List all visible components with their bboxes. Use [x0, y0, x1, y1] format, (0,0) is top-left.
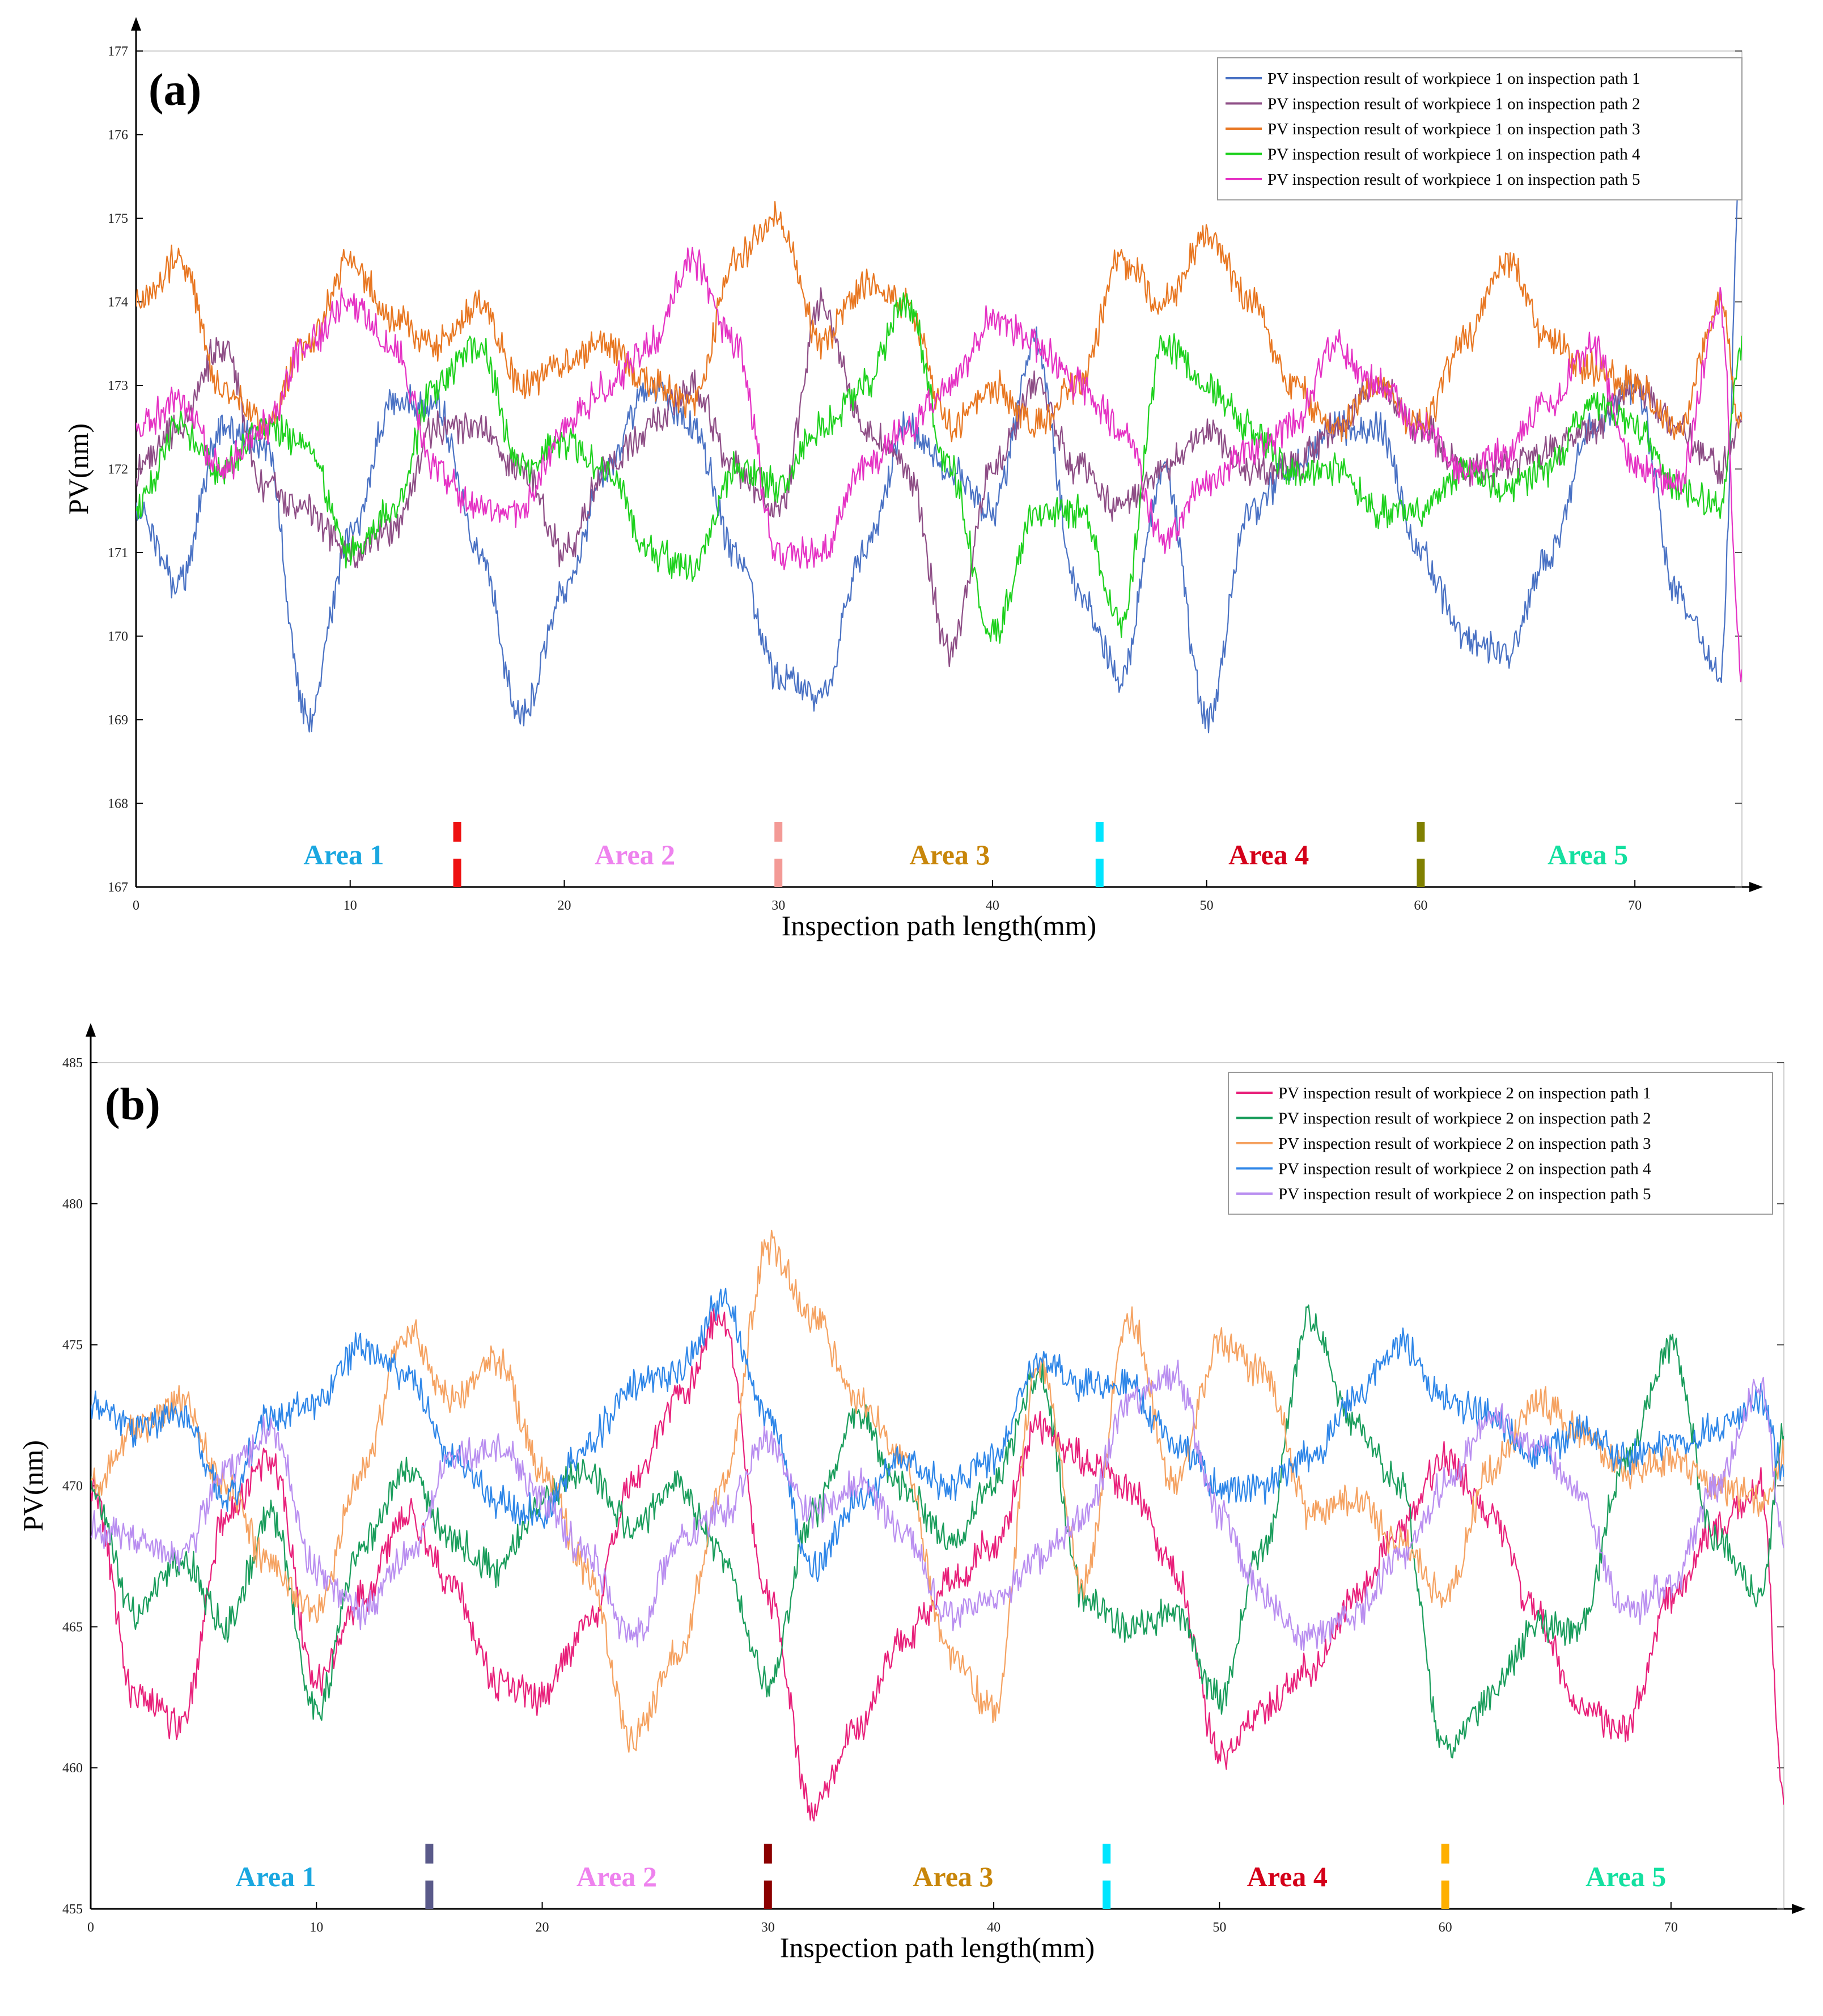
boundary-marker-2-upper: [764, 1844, 772, 1864]
y-tick-label: 168: [108, 797, 128, 812]
legend-entry-1: PV inspection result of workpiece 2 on i…: [1278, 1084, 1651, 1102]
x-tick-label: 0: [87, 1920, 94, 1935]
x-tick-label: 40: [987, 1920, 1000, 1935]
boundary-marker-1-upper: [453, 822, 461, 842]
boundary-marker-2-lower: [764, 1881, 772, 1909]
x-tick-label: 60: [1414, 898, 1427, 913]
area-label-2: Area 2: [576, 1861, 657, 1892]
x-axis-label: Inspection path length(mm): [782, 910, 1096, 941]
area-label-5: Area 5: [1548, 839, 1628, 871]
legend-entry-4: PV inspection result of workpiece 2 on i…: [1278, 1160, 1651, 1178]
x-tick-label: 60: [1439, 1920, 1452, 1935]
series-group: [136, 129, 1742, 733]
boundary-marker-4-lower: [1417, 859, 1425, 887]
x-axis-arrow: [1792, 1904, 1805, 1914]
legend: PV inspection result of workpiece 1 on i…: [1217, 57, 1743, 201]
y-tick-label: 475: [62, 1338, 83, 1353]
y-tick-label: 167: [108, 880, 128, 895]
series-line-2: [91, 1304, 1784, 1759]
series-line-1: [91, 1308, 1784, 1822]
boundary-marker-1-lower: [453, 859, 461, 887]
boundary-marker-3-upper: [1103, 1844, 1111, 1864]
area-label-2: Area 2: [595, 839, 675, 871]
legend-entry-1: PV inspection result of workpiece 1 on i…: [1267, 70, 1640, 88]
series-line-5: [91, 1359, 1784, 1652]
area-label-3: Area 3: [909, 839, 990, 871]
y-axis-arrow: [131, 17, 141, 31]
x-tick-label: 30: [771, 898, 785, 913]
y-tick-label: 170: [108, 630, 128, 644]
series-line-3: [91, 1229, 1784, 1753]
series-line-1: [136, 129, 1742, 733]
y-tick-label: 169: [108, 713, 128, 728]
legend-entry-3: PV inspection result of workpiece 2 on i…: [1278, 1135, 1651, 1153]
legend-box: [1228, 1072, 1773, 1215]
series-group: [91, 1229, 1784, 1822]
y-tick-label: 465: [62, 1620, 83, 1635]
y-tick-label: 174: [108, 295, 128, 310]
area-label-1: Area 1: [236, 1861, 316, 1892]
legend-entry-5: PV inspection result of workpiece 1 on i…: [1267, 171, 1640, 189]
area-label-4: Area 4: [1247, 1861, 1328, 1892]
legend-entry-3: PV inspection result of workpiece 1 on i…: [1267, 120, 1640, 138]
axes: 0 10 20 30 40 50 60 70 167 168 169 170 171 172 173 174 1…: [108, 17, 1763, 913]
x-tick-label: 10: [344, 898, 357, 913]
legend-entry-2: PV inspection result of workpiece 2 on i…: [1278, 1110, 1651, 1128]
area-label-4: Area 4: [1228, 839, 1309, 871]
boundary-marker-4-upper: [1417, 822, 1425, 842]
boundary-marker-4-lower: [1441, 1881, 1449, 1909]
x-tick-label: 70: [1628, 898, 1642, 913]
x-axis-label: Inspection path length(mm): [780, 1932, 1095, 1963]
legend-entry-2: PV inspection result of workpiece 1 on i…: [1267, 95, 1640, 113]
series-line-4: [136, 292, 1742, 644]
x-tick-label: 50: [1200, 898, 1214, 913]
x-tick-label: 70: [1664, 1920, 1678, 1935]
legend-entry-4: PV inspection result of workpiece 1 on i…: [1267, 146, 1640, 164]
y-axis-label: PV(nm): [62, 423, 94, 515]
y-tick-label: 485: [62, 1056, 83, 1071]
x-tick-label: 20: [536, 1920, 549, 1935]
y-tick-label: 175: [108, 211, 128, 226]
x-tick-label: 10: [310, 1920, 323, 1935]
series-line-5: [136, 247, 1742, 682]
legend: PV inspection result of workpiece 2 on i…: [1228, 1072, 1773, 1215]
area-label-3: Area 3: [913, 1861, 993, 1892]
boundary-marker-3-lower: [1095, 859, 1104, 887]
x-tick-label: 30: [761, 1920, 775, 1935]
panel-label: (b): [105, 1080, 160, 1130]
axes: 0 10 20 30 40 50 60 70 455 460 465 470 475 480 485: [62, 1023, 1805, 1935]
y-tick-label: 176: [108, 128, 128, 143]
boundary-marker-4-upper: [1441, 1844, 1449, 1864]
y-axis-arrow: [86, 1023, 96, 1037]
y-tick-label: 171: [108, 546, 128, 561]
boundary-marker-3-lower: [1103, 1881, 1111, 1909]
x-tick-label: 20: [557, 898, 571, 913]
panel-b: 0 10 20 30 40 50 60 70 455 460 465 470 475 480 485 Insp…: [17, 1023, 1805, 1963]
x-tick-label: 50: [1212, 1920, 1226, 1935]
boundary-marker-1-lower: [425, 1881, 434, 1909]
boundary-marker-2-upper: [774, 822, 783, 842]
y-tick-label: 470: [62, 1479, 83, 1494]
panel-label: (a): [149, 65, 201, 115]
boundary-marker-1-upper: [425, 1844, 434, 1864]
y-tick-label: 172: [108, 462, 128, 477]
legend-entry-5: PV inspection result of workpiece 2 on i…: [1278, 1185, 1651, 1203]
area-label-1: Area 1: [303, 839, 384, 871]
y-tick-label: 455: [62, 1902, 83, 1917]
y-tick-label: 177: [108, 44, 128, 59]
y-tick-label: 480: [62, 1197, 83, 1212]
y-axis-label: PV(nm): [17, 1440, 49, 1531]
area-label-5: Area 5: [1585, 1861, 1666, 1892]
panel-a: 0 10 20 30 40 50 60 70 167 168 169 170 171 172 173 174 1…: [62, 17, 1763, 941]
series-line-4: [91, 1288, 1784, 1582]
y-tick-label: 460: [62, 1761, 83, 1776]
legend-box: [1217, 57, 1743, 201]
x-tick-label: 40: [986, 898, 999, 913]
boundary-marker-2-lower: [774, 859, 783, 887]
x-tick-label: 0: [133, 898, 139, 913]
boundary-marker-3-upper: [1095, 822, 1104, 842]
x-axis-arrow: [1749, 882, 1763, 892]
y-tick-label: 173: [108, 379, 128, 393]
